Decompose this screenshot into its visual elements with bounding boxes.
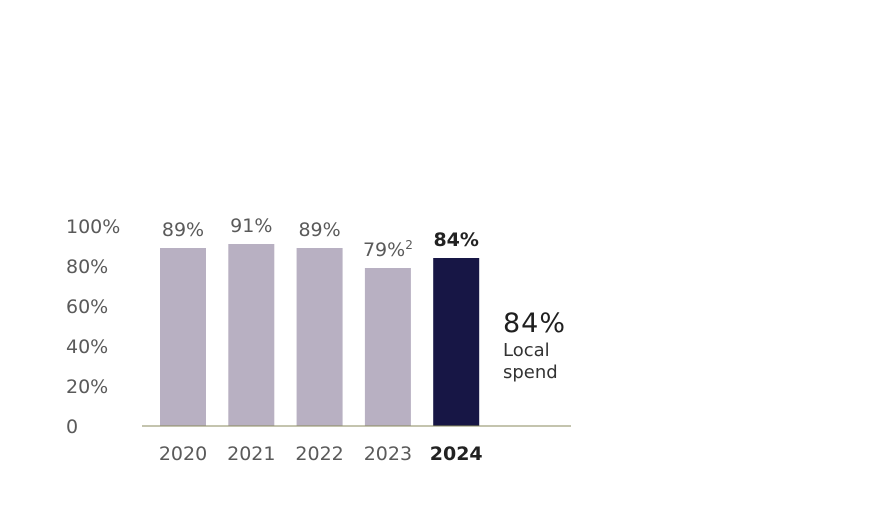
x-tick-label-2021: 2021 <box>227 443 275 465</box>
bar-2020 <box>160 248 206 426</box>
x-tick-label-2022: 2022 <box>295 443 343 465</box>
bar-2024 <box>433 258 480 426</box>
bars <box>160 244 480 426</box>
bar-2022 <box>296 248 343 426</box>
x-axis: 2020 2021 2022 2023 2024 <box>159 443 483 465</box>
callout-value: 84% <box>503 308 567 339</box>
data-label-2021: 91% <box>230 215 272 237</box>
data-label-2020: 89% <box>162 219 204 241</box>
y-tick-label: 40% <box>66 336 108 358</box>
bar-2023 <box>364 268 411 426</box>
y-tick-label: 0 <box>66 416 78 438</box>
data-labels: 89% 91% 89% 79%2 84% <box>162 215 479 261</box>
data-label-2024: 84% <box>433 229 478 251</box>
y-tick-label: 20% <box>66 376 108 398</box>
callout-label-line1: Local <box>503 340 550 361</box>
data-label-2022: 89% <box>298 219 340 241</box>
y-tick-label: 80% <box>66 256 108 278</box>
y-axis: 0 20% 40% 60% 80% 100% <box>66 216 120 438</box>
x-tick-label-2024: 2024 <box>430 443 483 465</box>
x-tick-label-2023: 2023 <box>364 443 412 465</box>
callout-label-line2: spend <box>503 362 558 383</box>
y-tick-label: 100% <box>66 216 120 238</box>
x-tick-label-2020: 2020 <box>159 443 207 465</box>
y-tick-label: 60% <box>66 296 108 318</box>
bar-2021 <box>228 244 275 426</box>
data-label-2023: 79%2 <box>363 238 413 261</box>
callout: 84% Local spend <box>503 308 566 384</box>
